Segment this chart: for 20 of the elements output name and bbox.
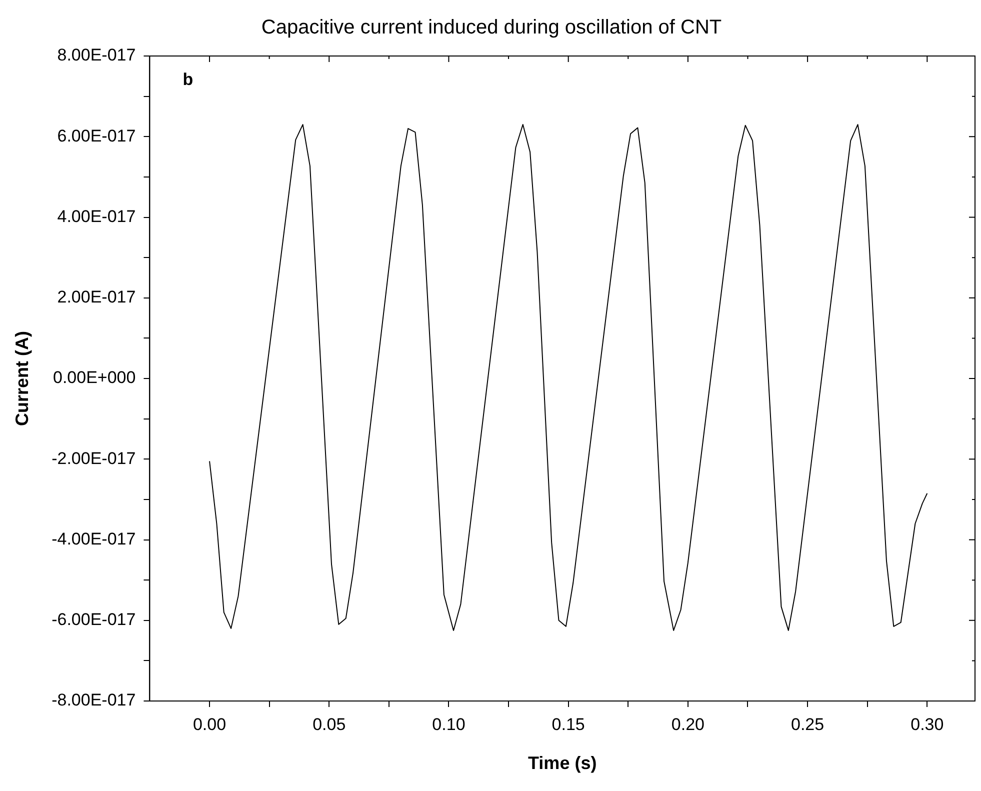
y-tick-label: 0.00E+000 bbox=[52, 368, 136, 388]
y-tick-label: -6.00E-017 bbox=[52, 610, 136, 630]
x-tick-label: 0.15 bbox=[552, 714, 585, 734]
y-tick-label: -8.00E-017 bbox=[52, 690, 136, 710]
y-tick-label: 8.00E-017 bbox=[57, 46, 136, 65]
chart-title: Capacitive current induced during oscillation of CNT bbox=[261, 16, 722, 39]
annotation: b bbox=[182, 70, 194, 90]
x-tick-label: 0.30 bbox=[910, 714, 944, 734]
y-tick-label: 2.00E-017 bbox=[57, 288, 136, 307]
y-tick-label: -2.00E-017 bbox=[52, 448, 136, 468]
x-axis-title: Time (s) bbox=[528, 753, 597, 774]
x-tick-label: 0.10 bbox=[432, 714, 466, 734]
x-tick-label: 0.25 bbox=[791, 714, 824, 734]
y-tick-label: -4.00E-017 bbox=[52, 529, 136, 548]
x-tick-label: 0.20 bbox=[671, 714, 704, 734]
y-tick-label: 4.00E-017 bbox=[57, 206, 136, 226]
y-axis-title: Current (A) bbox=[12, 331, 32, 426]
x-tick-label: 0.00 bbox=[192, 714, 226, 734]
y-tick-label: 6.00E-017 bbox=[57, 126, 136, 146]
x-tick-label: 0.05 bbox=[312, 714, 346, 734]
